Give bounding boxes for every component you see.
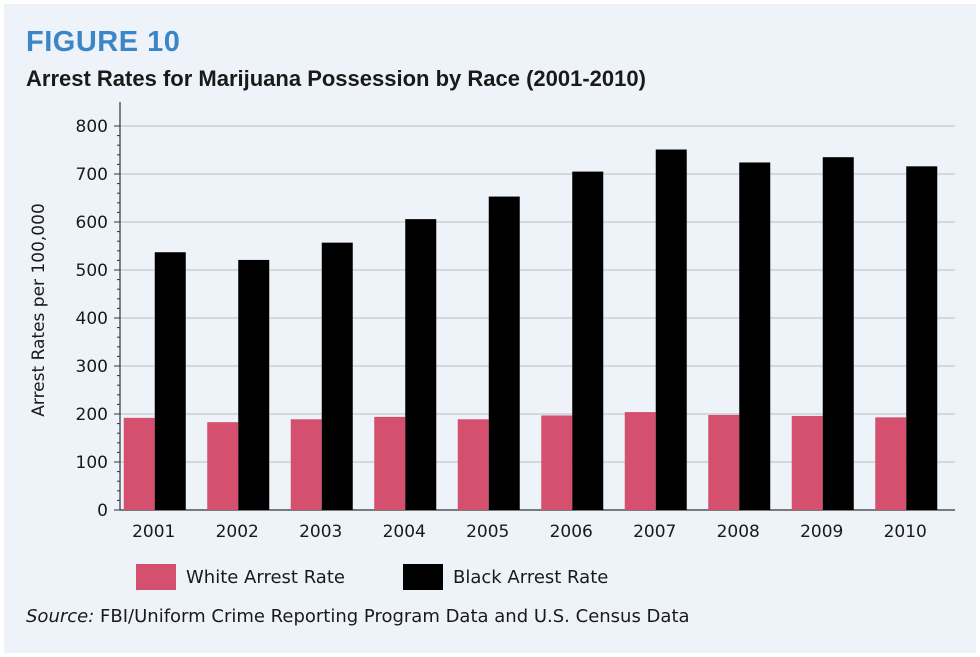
legend-label-black: Black Arrest Rate [453, 566, 609, 588]
y-tick-label: 100 [76, 453, 108, 473]
y-tick-label: 0 [97, 501, 108, 521]
x-tick-label: 2001 [132, 522, 175, 542]
bar-white-2002 [207, 422, 239, 510]
source-text: FBI/Uniform Crime Reporting Program Data… [100, 606, 690, 627]
bar-white-2004 [374, 416, 406, 510]
bar-black-2010 [906, 166, 938, 510]
x-tick-labels: 2001 2002 2003 2004 2005 2006 2007 2008 2009 2010 [132, 522, 927, 542]
legend-label-white: White Arrest Rate [186, 566, 345, 588]
bar-black-2005 [488, 196, 520, 510]
x-tick-label: 2003 [299, 522, 342, 542]
bar-black-2003 [321, 242, 353, 510]
bar-black-2001 [154, 252, 186, 511]
chart-title: Arrest Rates for Marijuana Possession by… [26, 66, 646, 91]
bar-black-2009 [822, 157, 854, 510]
bars [123, 149, 938, 511]
y-tick-label: 800 [76, 117, 108, 137]
legend-item-white: White Arrest Rate [136, 562, 345, 592]
legend-swatch-white [136, 564, 176, 590]
bar-white-2008 [708, 414, 740, 510]
y-tick-label: 400 [76, 309, 108, 329]
y-axis-title: Arrest Rates per 100,000 [29, 203, 49, 417]
source-note: Source: FBI/Uniform Crime Reporting Prog… [26, 606, 690, 627]
y-tick-label: 700 [76, 165, 108, 185]
legend-item-black: Black Arrest Rate [403, 562, 608, 592]
bar-white-2006 [541, 415, 573, 510]
legend-swatch-black [403, 564, 443, 590]
x-tick-label: 2007 [633, 522, 676, 542]
y-tick-labels: 0 100 200 300 400 500 600 700 800 [76, 117, 108, 521]
x-tick-label: 2006 [550, 522, 593, 542]
bar-white-2003 [290, 419, 322, 510]
x-tick-label: 2010 [884, 522, 927, 542]
x-tick-label: 2009 [800, 522, 843, 542]
figure-label: FIGURE 10 [26, 26, 181, 58]
bar-white-2001 [123, 417, 155, 510]
y-tick-label: 200 [76, 405, 108, 425]
bar-black-2007 [655, 149, 687, 510]
bar-black-2008 [739, 162, 771, 511]
x-tick-label: 2005 [466, 522, 509, 542]
x-tick-label: 2002 [216, 522, 259, 542]
x-tick-label: 2004 [383, 522, 426, 542]
bar-black-2002 [238, 259, 270, 510]
x-tick-label: 2008 [717, 522, 760, 542]
y-tick-label: 300 [76, 357, 108, 377]
bar-black-2006 [572, 171, 604, 510]
y-tick-label: 500 [76, 261, 108, 281]
bar-white-2009 [791, 415, 823, 510]
bar-white-2010 [875, 417, 907, 510]
bar-white-2005 [457, 419, 489, 510]
source-label: Source: [26, 606, 95, 627]
bar-black-2004 [405, 219, 437, 510]
y-tick-label: 600 [76, 213, 108, 233]
bar-white-2007 [624, 412, 656, 510]
